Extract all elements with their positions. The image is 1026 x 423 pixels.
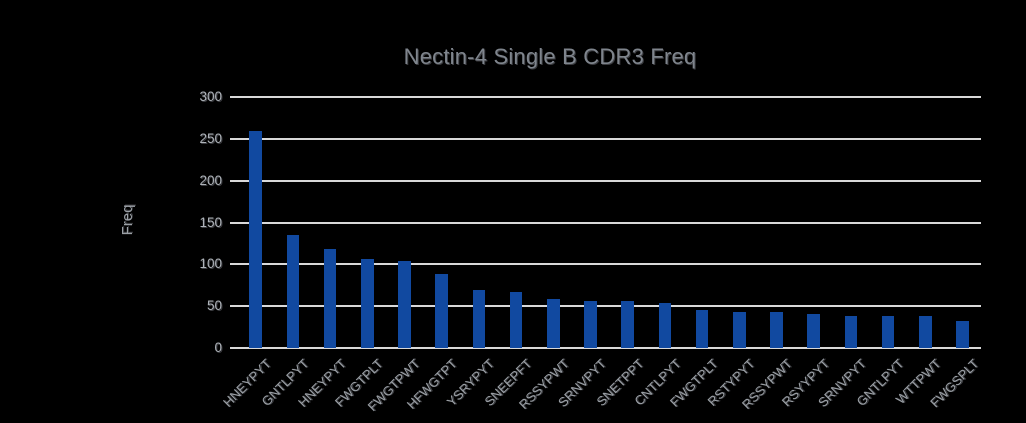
- y-tick-label-150: 150: [199, 215, 222, 230]
- y-axis-title: Freq: [119, 204, 136, 236]
- bar-HFWGTPT: [435, 274, 448, 348]
- bar-SNETPPT: [621, 301, 634, 348]
- bar-HNEYPYT: [249, 130, 262, 348]
- y-tick-mark-250: [230, 138, 237, 140]
- y-tick-label-100: 100: [199, 256, 222, 271]
- bar-SNEEPFT: [509, 291, 523, 348]
- bar-WTTPWT: [919, 316, 932, 348]
- y-tick-label-50: 50: [206, 298, 222, 313]
- bar-FWGTPLT: [361, 259, 374, 348]
- bar-SRNVPYT: [844, 316, 858, 348]
- bar-FWGTPWT: [398, 261, 411, 348]
- gridline-y-300: [237, 96, 981, 98]
- y-tick-label-200: 200: [199, 173, 222, 188]
- gridline-y-150: [237, 222, 981, 224]
- bar-RSSYPWT: [770, 312, 783, 348]
- y-tick-mark-0: [230, 347, 237, 349]
- bar-CNTLPYT: [658, 302, 671, 348]
- y-tick-mark-200: [230, 180, 237, 182]
- gridline-y-50: [237, 305, 981, 307]
- bar-HNEYPYT: [323, 249, 337, 348]
- y-tick-label-300: 300: [199, 89, 222, 104]
- chart-title: Nectin-4 Single B CDR3 Freq: [403, 44, 697, 69]
- bar-GNTLPYT: [286, 235, 300, 348]
- bar-SRNVPYT: [584, 301, 597, 348]
- y-tick-mark-100: [230, 263, 237, 265]
- gridline-y-250: [237, 138, 981, 140]
- gridline-y-0: [237, 347, 981, 349]
- gridline-y-100: [237, 263, 981, 265]
- bar-RSTYPYT: [733, 312, 746, 348]
- bar-FWGSPLT: [956, 321, 969, 348]
- bar-GNTLPYT: [881, 316, 895, 348]
- bar-RSSYPWT: [547, 298, 560, 348]
- y-tick-mark-300: [230, 96, 237, 98]
- y-tick-mark-150: [230, 222, 237, 224]
- gridline-y-200: [237, 180, 981, 182]
- bar-YSRYPYT: [472, 290, 486, 348]
- y-tick-mark-50: [230, 305, 237, 307]
- y-tick-label-0: 0: [214, 340, 222, 355]
- bar-FWGTPLT: [695, 309, 709, 348]
- y-tick-label-250: 250: [199, 131, 222, 146]
- bar-RSYYPYT: [807, 313, 820, 348]
